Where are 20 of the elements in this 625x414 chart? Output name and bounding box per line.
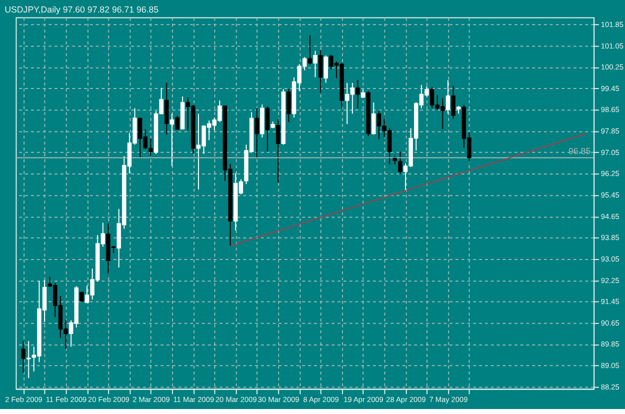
- candlestick: [286, 88, 291, 123]
- candlestick: [170, 113, 174, 166]
- candlestick: [398, 151, 402, 174]
- candlestick: [372, 102, 376, 136]
- candlestick: [318, 50, 323, 94]
- candlestick: [21, 340, 26, 374]
- candlestick: [451, 85, 456, 120]
- candlestick: [308, 34, 312, 66]
- candlestick: [313, 50, 318, 78]
- candlestick: [254, 108, 259, 158]
- candlestick: [175, 115, 180, 130]
- candlestick: [276, 118, 280, 184]
- chart-title: USDJPY,Daily 97.60 97.82 96.71 96.85: [4, 4, 159, 14]
- candlestick: [164, 82, 169, 136]
- candlestick: [356, 80, 360, 109]
- candlestick: [324, 54, 328, 84]
- candlestick: [446, 80, 450, 114]
- candlestick: [265, 106, 270, 152]
- candlestick: [26, 340, 31, 379]
- ref-line-label: 96.85: [568, 146, 591, 156]
